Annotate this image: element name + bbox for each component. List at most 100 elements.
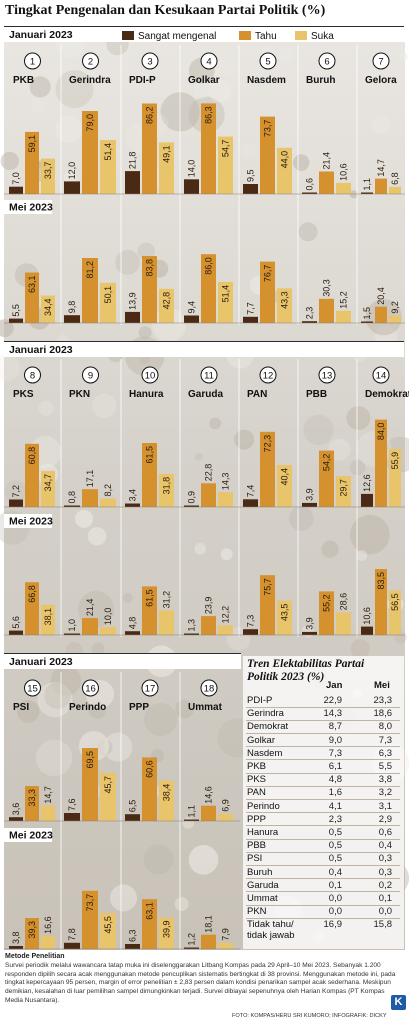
bar-label-jan-pkb-suka: 33,7	[43, 162, 53, 180]
bar-jan-gerindra-tahu	[82, 111, 98, 194]
bar-label-jan-demokrat-tahu: 84,0	[376, 423, 386, 441]
party-name-golkar: Golkar	[188, 75, 220, 86]
period-header-jan-row3: Januari 2023	[4, 653, 241, 669]
trend-row-party-golkar: Golkar	[247, 734, 275, 746]
party-name-garuda: Garuda	[188, 389, 223, 400]
trend-row-jan-nasdem: 7,3	[328, 747, 342, 759]
bar-mei-buruh-tahu	[319, 298, 334, 323]
bar-label-jan-pdi-p-sangat: 21,8	[128, 152, 138, 170]
bar-label-jan-ppp-suka: 38,4	[162, 784, 172, 802]
bar-jan-garuda-tahu	[201, 483, 216, 507]
party-name-hanura: Hanura	[129, 389, 164, 400]
trend-col-jan: Jan	[326, 680, 343, 691]
trend-row-party-demokrat: Demokrat	[247, 721, 289, 733]
party-name-gerindra: Gerindra	[69, 75, 111, 86]
bar-jan-pbb-tahu	[319, 450, 334, 507]
bar-mei-gelora-suka	[389, 315, 401, 323]
bar-jan-ummat-tahu	[201, 805, 216, 821]
bar-jan-ppp-suka	[159, 780, 174, 821]
bar-jan-demokrat-suka	[389, 448, 401, 507]
bar-label-jan-hanura-sangat: 3,4	[128, 489, 138, 502]
trend-row-jan-pan: 1,6	[328, 787, 342, 799]
trend-row-mei-nasdem: 6,3	[378, 747, 392, 759]
trend-row-party-buruh: Buruh	[247, 866, 273, 878]
bar-label-mei-pbb-sangat: 3,9	[305, 617, 315, 630]
trend-row-jan-ummat: 0,0	[328, 893, 342, 904]
trend-row-party-pkb: PKB	[247, 761, 267, 772]
bar-label-mei-psi-sangat: 3,8	[11, 931, 21, 944]
bar-label-mei-gerindra-tahu: 81,2	[85, 261, 95, 279]
legend-swatch-sangat	[122, 31, 134, 40]
trend-row-party-hanura: Hanura	[247, 827, 279, 838]
trend-row-mei-pkn: 0,0	[378, 906, 392, 918]
bar-label-mei-gelora-suka: 9,2	[390, 301, 400, 314]
bar-label-mei-pan-tahu: 75,7	[263, 578, 273, 596]
trend-row-party-pkn: PKN	[247, 906, 267, 918]
bar-jan-pkn-suka	[100, 498, 116, 507]
trend-row-mei-psi: 0,3	[378, 853, 392, 865]
bar-label-jan-pdi-p-suka: 49,1	[162, 145, 172, 163]
trend-row-separator	[246, 732, 400, 734]
bar-jan-gerindra-suka	[100, 140, 116, 194]
bar-jan-pdi-p-suka	[159, 142, 174, 194]
party-name-pan: PAN	[247, 389, 267, 400]
bar-mei-golkar-sangat	[184, 315, 199, 323]
bar-label-jan-nasdem-sangat: 9,5	[246, 169, 256, 182]
bar-label-jan-pan-tahu: 72,3	[263, 435, 273, 453]
bar-label-mei-pks-tahu: 66,8	[27, 585, 37, 603]
trend-row-mei-tidak-tahu: 15,8	[373, 919, 393, 931]
bar-mei-garuda-sangat	[184, 633, 199, 635]
party-number-gerindra: 2	[88, 57, 93, 68]
bar-mei-perindo-sangat	[64, 942, 80, 949]
bar-jan-ummat-sangat	[184, 819, 199, 821]
trend-row-separator	[246, 772, 400, 774]
bar-jan-nasdem-tahu	[260, 116, 275, 194]
bar-mei-gerindra-tahu	[82, 258, 98, 323]
bar-label-mei-pkb-tahu: 63,1	[27, 276, 37, 294]
trend-row-mei-gerindra: 18,6	[373, 708, 393, 720]
bar-mei-ummat-tahu	[201, 934, 216, 949]
bar-jan-pks-suka	[41, 470, 55, 507]
bar-mei-psi-suka	[41, 935, 55, 949]
trend-row-separator	[246, 904, 400, 906]
party-name-psi: PSI	[13, 702, 29, 713]
bar-label-jan-gerindra-sangat: 12,0	[67, 162, 77, 180]
bar-jan-pkb-tahu	[25, 131, 39, 194]
bar-label-mei-gelora-tahu: 20,4	[376, 287, 386, 305]
bar-label-jan-perindo-sangat: 7,6	[67, 798, 77, 811]
trend-row-jan-pdi-p: 22,9	[323, 695, 343, 706]
bar-label-mei-pan-sangat: 7,3	[246, 615, 256, 628]
bar-label-jan-pkn-suka: 8,2	[103, 484, 113, 497]
trend-row-separator	[246, 785, 400, 787]
bar-mei-pdi-p-tahu	[142, 256, 157, 323]
bar-mei-pks-suka	[41, 604, 55, 635]
trend-row-mei-pdi-p: 23,3	[373, 695, 393, 706]
trend-row-jan-pks: 4,8	[328, 774, 342, 786]
bar-mei-pks-tahu	[25, 582, 39, 635]
bar-label-mei-pks-suka: 38,1	[43, 608, 53, 626]
bar-label-jan-pbb-sangat: 3,9	[305, 488, 315, 501]
bar-label-mei-gelora-sangat: 1,5	[362, 307, 372, 320]
bar-label-mei-buruh-suka: 15,2	[339, 291, 349, 309]
bar-mei-ummat-suka	[218, 942, 233, 949]
bar-jan-garuda-sangat	[184, 505, 199, 507]
bar-label-jan-buruh-sangat: 0,6	[305, 178, 315, 191]
bar-label-jan-demokrat-sangat: 12,6	[362, 474, 372, 492]
trend-row-party-pbb: PBB	[247, 840, 267, 852]
bar-label-mei-pkn-suka: 10,0	[103, 608, 113, 626]
bar-mei-ppp-suka	[159, 917, 174, 949]
trend-row-mei-ummat: 0,1	[378, 893, 392, 904]
period-tag-mei-row1: Mei 2023	[9, 202, 53, 214]
trend-row-jan-pbb: 0,5	[328, 840, 342, 852]
bar-label-mei-pbb-tahu: 55,2	[322, 594, 332, 612]
bar-label-mei-hanura-tahu: 61,5	[145, 589, 155, 607]
bar-label-jan-garuda-suka: 14,3	[221, 473, 231, 491]
bar-label-mei-perindo-sangat: 7,8	[67, 928, 77, 941]
bar-mei-pdi-p-sangat	[125, 311, 140, 323]
trend-row-party-pks: PKS	[247, 774, 267, 786]
trend-row-party-garuda: Garuda	[247, 879, 279, 891]
bar-mei-golkar-suka	[218, 281, 233, 323]
bar-label-mei-ppp-suka: 39,9	[162, 921, 172, 939]
bar-jan-pdi-p-tahu	[142, 103, 157, 194]
bar-label-mei-demokrat-sangat: 10,6	[362, 607, 372, 625]
